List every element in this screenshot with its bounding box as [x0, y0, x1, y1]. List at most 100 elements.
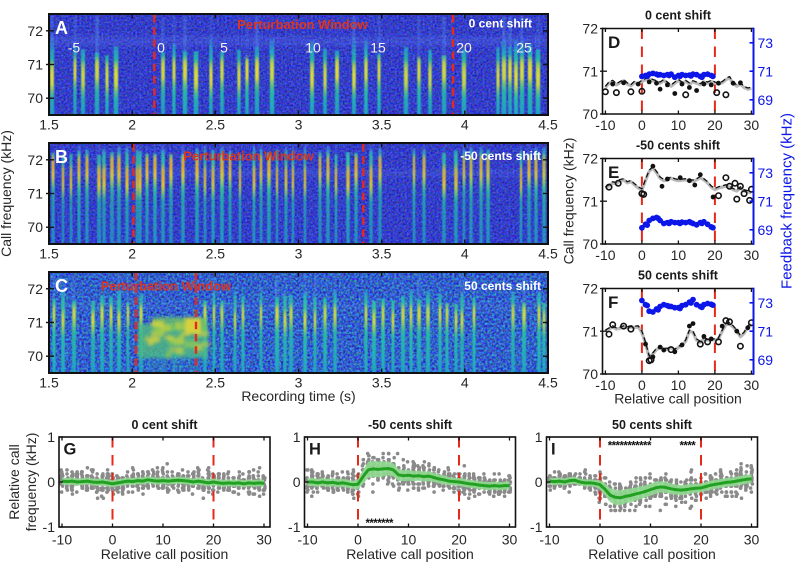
svg-text:0: 0: [47, 474, 55, 490]
svg-text:D: D: [608, 33, 620, 52]
svg-text:Recording time (s): Recording time (s): [241, 388, 355, 404]
svg-text:70: 70: [582, 236, 598, 252]
svg-text:4: 4: [461, 117, 469, 133]
svg-text:30: 30: [502, 532, 518, 548]
svg-text:-50 cents shift: -50 cents shift: [460, 149, 541, 163]
svg-text:30: 30: [256, 532, 272, 548]
svg-text:Relative call position: Relative call position: [101, 546, 229, 562]
svg-text:71: 71: [27, 57, 43, 73]
svg-text:10: 10: [643, 532, 659, 548]
svg-text:*******: *******: [365, 518, 394, 530]
svg-text:1.5: 1.5: [39, 375, 59, 391]
svg-text:71: 71: [758, 323, 774, 339]
svg-text:70: 70: [582, 106, 598, 122]
svg-text:F: F: [608, 293, 618, 312]
svg-text:4.5: 4.5: [538, 117, 558, 133]
svg-text:20: 20: [707, 377, 723, 393]
svg-text:0: 0: [535, 474, 543, 490]
svg-text:Feedback frequency (kHz): Feedback frequency (kHz): [779, 113, 796, 289]
svg-text:69: 69: [758, 352, 774, 368]
svg-text:0 cent shift: 0 cent shift: [645, 9, 712, 23]
svg-text:***********: ***********: [608, 441, 652, 453]
svg-text:50 cents shift: 50 cents shift: [464, 279, 541, 293]
svg-text:25: 25: [516, 40, 532, 56]
svg-text:20: 20: [456, 40, 472, 56]
svg-text:73: 73: [758, 165, 774, 181]
svg-text:72: 72: [27, 152, 43, 168]
svg-text:1: 1: [293, 429, 301, 445]
svg-text:30: 30: [744, 377, 760, 393]
svg-text:3.5: 3.5: [372, 375, 392, 391]
svg-text:10: 10: [155, 532, 171, 548]
svg-text:20: 20: [451, 532, 467, 548]
svg-text:71: 71: [758, 193, 774, 209]
svg-text:Call frequency (kHz): Call frequency (kHz): [561, 138, 577, 265]
svg-text:3.5: 3.5: [372, 117, 392, 133]
svg-text:30: 30: [744, 247, 760, 263]
svg-text:71: 71: [582, 323, 598, 339]
svg-text:70: 70: [27, 348, 43, 364]
svg-text:0: 0: [157, 40, 165, 56]
svg-text:Perturbation Window: Perturbation Window: [237, 17, 368, 32]
svg-text:Perturbation Window: Perturbation Window: [101, 279, 232, 294]
svg-text:0: 0: [354, 532, 362, 548]
svg-text:Perturbation Window: Perturbation Window: [183, 149, 314, 164]
svg-text:15: 15: [370, 40, 386, 56]
svg-text:Relative call position: Relative call position: [614, 391, 742, 407]
svg-text:10: 10: [305, 40, 321, 56]
svg-text:69: 69: [758, 92, 774, 108]
svg-text:1.5: 1.5: [39, 246, 59, 262]
svg-text:72: 72: [582, 281, 598, 297]
svg-text:10: 10: [671, 377, 687, 393]
svg-text:3: 3: [295, 246, 303, 262]
svg-text:30: 30: [744, 532, 760, 548]
svg-text:0 cent shift: 0 cent shift: [132, 418, 199, 432]
svg-text:2.5: 2.5: [206, 117, 226, 133]
svg-text:0: 0: [596, 532, 604, 548]
svg-text:71: 71: [758, 63, 774, 79]
svg-text:A: A: [55, 18, 68, 38]
svg-text:20: 20: [206, 532, 222, 548]
svg-text:4.5: 4.5: [538, 375, 558, 391]
svg-text:-1: -1: [530, 519, 543, 535]
svg-text:E: E: [608, 163, 619, 182]
svg-text:71: 71: [27, 186, 43, 202]
svg-text:G: G: [64, 441, 77, 459]
svg-text:Relative call: Relative call: [6, 444, 22, 519]
svg-text:5: 5: [220, 40, 228, 56]
svg-text:50 cents shift: 50 cents shift: [638, 269, 719, 283]
svg-text:10: 10: [671, 247, 687, 263]
svg-text:71: 71: [582, 193, 598, 209]
svg-text:Relative call position: Relative call position: [588, 546, 716, 562]
svg-text:1: 1: [535, 429, 543, 445]
svg-text:-1: -1: [43, 519, 56, 535]
svg-text:0: 0: [638, 117, 646, 133]
svg-text:3.5: 3.5: [372, 246, 392, 262]
svg-text:70: 70: [27, 219, 43, 235]
svg-text:71: 71: [582, 63, 598, 79]
svg-text:72: 72: [27, 281, 43, 297]
svg-text:72: 72: [582, 151, 598, 167]
svg-text:50 cents shift: 50 cents shift: [612, 418, 693, 432]
svg-text:I: I: [551, 441, 556, 459]
svg-text:-10: -10: [595, 117, 615, 133]
svg-text:-50 cents shift: -50 cents shift: [636, 139, 721, 153]
svg-text:0: 0: [293, 474, 301, 490]
svg-text:1.5: 1.5: [39, 117, 59, 133]
svg-text:10: 10: [671, 117, 687, 133]
svg-text:69: 69: [758, 222, 774, 238]
svg-text:0: 0: [638, 247, 646, 263]
svg-text:0 cent shift: 0 cent shift: [469, 17, 532, 31]
svg-text:-50 cents shift: -50 cents shift: [368, 418, 453, 432]
svg-text:4: 4: [461, 246, 469, 262]
svg-text:20: 20: [693, 532, 709, 548]
svg-text:****: ****: [680, 441, 697, 453]
svg-text:Relative call position: Relative call position: [346, 546, 474, 562]
svg-text:-10: -10: [595, 247, 615, 263]
svg-text:20: 20: [707, 117, 723, 133]
svg-text:-10: -10: [297, 532, 317, 548]
svg-text:73: 73: [758, 35, 774, 51]
svg-text:10: 10: [401, 532, 417, 548]
svg-text:72: 72: [27, 23, 43, 39]
svg-text:-5: -5: [68, 40, 81, 56]
